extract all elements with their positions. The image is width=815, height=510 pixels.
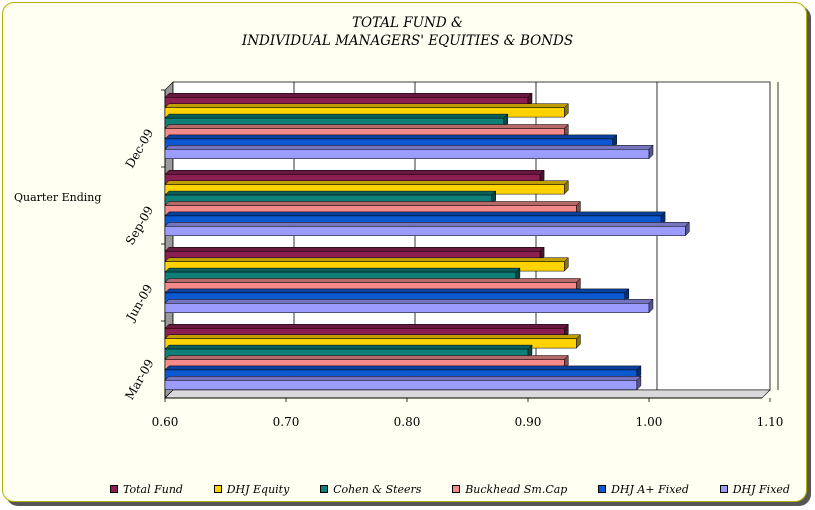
- legend-item: DHJ Fixed: [719, 482, 790, 496]
- legend-item: Cohen & Steers: [320, 483, 421, 496]
- legend-swatch: [213, 485, 222, 493]
- bar: [164, 277, 582, 293]
- bar: [164, 92, 533, 108]
- legend-swatch: [110, 485, 118, 493]
- chart-title: TOTAL FUND & INDIVIDUAL MANAGERS' EQUITI…: [0, 14, 815, 50]
- y-tick-label: Sep-09: [123, 204, 156, 248]
- bar: [164, 169, 545, 185]
- bar: [164, 257, 569, 272]
- floor: [164, 389, 771, 399]
- legend-label: DHJ Equity: [226, 482, 290, 496]
- bar: [164, 134, 618, 149]
- y-axis-label: Quarter Ending: [14, 191, 102, 204]
- bar: [164, 200, 582, 216]
- chart-title-line2: INDIVIDUAL MANAGERS' EQUITIES & BONDS: [241, 33, 574, 49]
- legend-swatch: [320, 485, 329, 493]
- legend-label: DHJ Fixed: [732, 482, 790, 496]
- legend-swatch: [452, 485, 461, 493]
- legend-item: Buckhead Sm.Cap: [452, 483, 567, 496]
- y-tick-label: Dec-09: [123, 126, 157, 170]
- bar: [164, 221, 690, 237]
- bar: [164, 103, 569, 118]
- legend-label: Total Fund: [123, 482, 183, 496]
- legend: Total Fund DHJ Equity Cohen & Steers Buckhe…: [110, 480, 790, 498]
- x-tick-label: 1.00: [636, 415, 663, 429]
- bar: [164, 123, 569, 139]
- x-tick-label: 1.10: [757, 415, 784, 429]
- bar: [164, 365, 642, 380]
- x-tick-label: 0.80: [394, 415, 421, 429]
- x-tick-label: 0.60: [152, 415, 179, 429]
- legend-item: DHJ A+ Fixed: [598, 483, 689, 496]
- y-tick-label: Jun-09: [123, 282, 156, 325]
- bar: [164, 334, 582, 349]
- legend-label: Cohen & Steers: [333, 482, 422, 496]
- bar: [164, 246, 545, 262]
- legend-item: DHJ Equity: [213, 482, 290, 496]
- legend-swatch: [598, 485, 607, 493]
- bar: [164, 375, 642, 391]
- bar: [164, 323, 569, 339]
- legend-swatch: [719, 485, 728, 493]
- legend-label: DHJ A+ Fixed: [611, 482, 689, 496]
- bar: [164, 267, 521, 283]
- bar: [164, 298, 654, 314]
- y-tick-label: Mar-09: [122, 357, 156, 403]
- bar: [164, 190, 497, 206]
- legend-label: Buckhead Sm.Cap: [465, 482, 568, 496]
- x-tick-label: 0.70: [273, 415, 300, 429]
- bar: [164, 144, 654, 160]
- bar: [164, 113, 509, 129]
- bar: [164, 288, 630, 303]
- chart-title-line1: TOTAL FUND &: [351, 15, 464, 31]
- bar: [164, 180, 569, 195]
- legend-item: Total Fund: [110, 483, 183, 496]
- x-tick-label: 0.90: [515, 415, 542, 429]
